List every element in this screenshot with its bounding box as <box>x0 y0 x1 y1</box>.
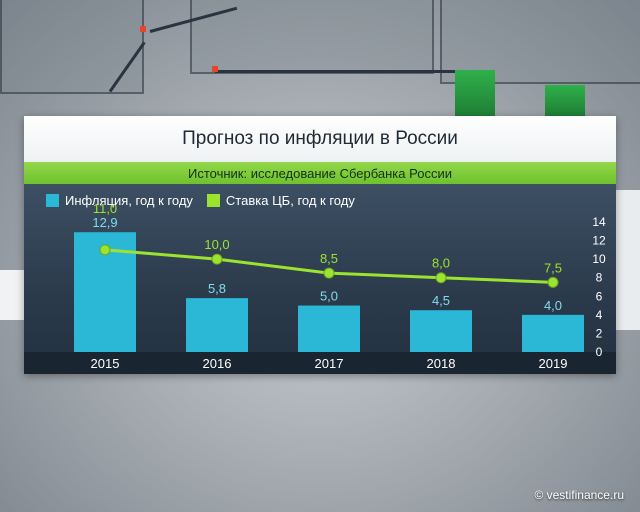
bg-line <box>215 70 475 73</box>
data-label-key-rate: 10,0 <box>204 237 229 252</box>
y-tick-label: 2 <box>596 326 603 340</box>
bg-screen <box>0 270 24 320</box>
data-label-key-rate: 8,0 <box>432 256 450 271</box>
chart-source: Источник: исследование Сбербанка России <box>24 162 616 184</box>
bg-box <box>190 0 434 74</box>
data-label-key-rate: 11,0 <box>93 201 117 216</box>
data-label-key-rate: 7,5 <box>544 260 562 275</box>
legend-item-inflation: Инфляция, год к году <box>46 193 193 208</box>
legend-label-key-rate: Ставка ЦБ, год к году <box>225 192 355 208</box>
chart-card: Прогноз по инфляции в России Источник: и… <box>24 116 616 374</box>
bar-inflation <box>298 305 360 352</box>
legend-swatch-key-rate <box>206 193 220 207</box>
credit-watermark: © vestifinance.ru <box>534 488 624 502</box>
bg-green-block <box>545 85 585 116</box>
bar-inflation <box>522 314 584 352</box>
data-label-inflation: 12,9 <box>92 215 117 230</box>
data-label-inflation: 5,8 <box>208 281 226 296</box>
x-tick-label: 2015 <box>91 356 120 371</box>
point-key-rate <box>211 253 223 265</box>
point-key-rate <box>323 267 335 279</box>
y-tick-label: 14 <box>592 215 606 229</box>
legend: Инфляция, год к году Ставка ЦБ, год к го… <box>46 190 355 210</box>
y-tick-label: 12 <box>592 234 606 248</box>
bg-dot <box>212 66 218 72</box>
point-key-rate <box>99 244 111 256</box>
bar-inflation <box>186 298 248 352</box>
x-tick-label: 2018 <box>427 356 456 371</box>
x-tick-label: 2017 <box>315 356 344 371</box>
legend-item-key-rate: Ставка ЦБ, год к году <box>206 192 355 208</box>
legend-swatch-inflation <box>46 193 59 207</box>
chart-svg: 0 2 4 6 8 10 12 14 12,9 5,8 5,0 4,5 4,0 11,0 10,0 8,5 8,… <box>24 201 616 374</box>
bg-dot <box>140 26 146 32</box>
x-tick-label: 2016 <box>203 356 232 371</box>
chart-title: Прогноз по инфляции в России <box>24 116 616 162</box>
legend-label-inflation: Инфляция, год к году <box>65 192 193 208</box>
bar-inflation <box>410 310 472 352</box>
plot-area: 0 2 4 6 8 10 12 14 12,9 5,8 5,0 4,5 4,0 11,0 10,0 8,5 8,… <box>24 184 616 374</box>
y-tick-label: 0 <box>596 345 603 359</box>
y-tick-label: 8 <box>596 271 603 285</box>
x-axis-band <box>24 352 616 374</box>
bg-screen <box>612 190 640 330</box>
data-label-inflation: 5,0 <box>320 289 338 304</box>
point-key-rate <box>547 276 559 288</box>
bg-green-block <box>455 70 495 116</box>
data-label-inflation: 4,5 <box>432 293 450 308</box>
y-tick-label: 6 <box>596 289 603 303</box>
x-tick-label: 2019 <box>539 356 568 371</box>
data-label-key-rate: 8,5 <box>320 251 338 266</box>
point-key-rate <box>435 272 447 284</box>
bg-box <box>0 0 144 94</box>
data-label-inflation: 4,0 <box>544 298 562 313</box>
y-tick-label: 10 <box>592 252 606 266</box>
y-tick-label: 4 <box>596 308 603 322</box>
